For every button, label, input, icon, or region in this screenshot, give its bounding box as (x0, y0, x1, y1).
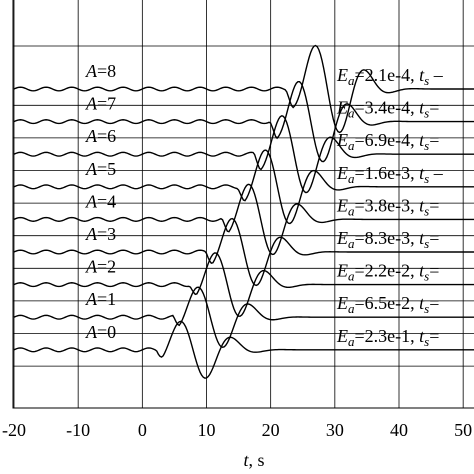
ea-label-1: Ea=6.5e-2, ts= (336, 293, 439, 316)
series-labels: A=0 Ea=2.3e-1, ts= A=1 Ea=6.5e-2, ts= A=2 Ea=… (85, 61, 444, 349)
x-tick-label-4: 20 (262, 420, 280, 440)
trace-line-1 (13, 286, 474, 349)
x-tick-label-1: -10 (66, 420, 90, 440)
x-tick-labels: -20 -10 0 10 20 30 40 50 (2, 420, 472, 440)
x-tick-label-6: 40 (390, 420, 408, 440)
trace-line-7 (13, 80, 474, 163)
trace-line-4 (13, 183, 474, 256)
ea-label-3: Ea=8.3e-3, ts= (336, 228, 439, 251)
trace-line-8 (13, 44, 474, 134)
x-tick-label-0: -20 (2, 420, 26, 440)
x-tick-label-2: 0 (138, 420, 147, 440)
plot-frame (12, 0, 474, 409)
x-axis-label: t, s (243, 450, 264, 470)
a-label-1: A=1 (85, 289, 116, 309)
a-label-3: A=3 (85, 224, 116, 244)
trace-line-6 (13, 115, 474, 194)
a-label-8: A=8 (85, 61, 116, 81)
trace-line-3 (13, 217, 474, 287)
trace-line-2 (13, 252, 474, 317)
wave-traces (13, 44, 474, 379)
a-label-4: A=4 (85, 191, 116, 211)
ea-label-0: Ea=2.3e-1, ts= (336, 326, 439, 349)
x-tick-label-5: 30 (326, 420, 344, 440)
x-tick-label-7: 50 (454, 420, 472, 440)
ea-label-2: Ea=2.2e-2, ts= (336, 261, 439, 284)
a-label-0: A=0 (85, 322, 116, 342)
ea-label-7: Ea=3.4e-4, ts= (336, 98, 439, 121)
trace-line-0 (13, 320, 474, 379)
a-label-6: A=6 (85, 126, 116, 146)
ea-label-4: Ea=3.8e-3, ts= (336, 195, 439, 218)
vertical-gridlines (13, 0, 464, 408)
ea-label-6: Ea=6.9e-4, ts= (336, 130, 439, 153)
a-label-2: A=2 (85, 257, 116, 277)
a-label-5: A=5 (85, 159, 116, 179)
ea-label-8: Ea=2.1e-4, ts – (336, 65, 444, 88)
x-tick-label-3: 10 (198, 420, 216, 440)
ea-label-5: Ea=1.6e-3, ts – (336, 163, 444, 186)
horizontal-gridlines (13, 45, 474, 367)
trace-line-5 (13, 149, 474, 225)
a-label-7: A=7 (85, 94, 116, 114)
